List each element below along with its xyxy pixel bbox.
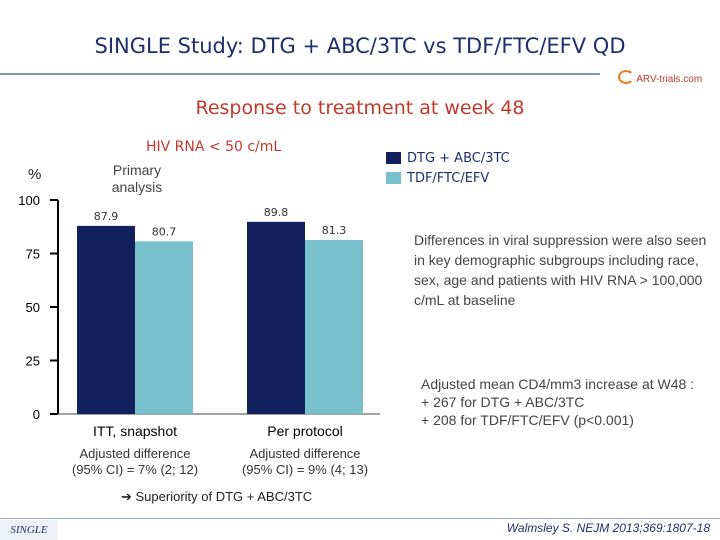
bar-value-label: 81.3: [322, 224, 347, 237]
y-tick-label: 0: [33, 407, 40, 422]
primary-analysis-label: Primary analysis: [111, 162, 163, 195]
slide-title: SINGLE Study: DTG + ABC/3TC vs TDF/FTC/E…: [94, 34, 626, 58]
study-tag: SINGLE: [0, 520, 58, 540]
category-label-itt: ITT, snapshot: [92, 423, 178, 439]
title-divider: [0, 73, 600, 75]
adjusted-difference-line: (95% CI) = 7% (2; 12): [71, 462, 199, 477]
superiority-conclusion: ➔ Superiority of DTG + ABC/3TC: [121, 489, 312, 505]
legend-label-dtg: DTG + ABC/3TC: [407, 150, 510, 166]
logo-text: ARV-trials.com: [636, 74, 703, 85]
adjusted-difference-per-protocol: Adjusted difference (95% CI) = 9% (4; 13): [225, 446, 385, 478]
legend-item-dtg: DTG + ABC/3TC: [386, 148, 510, 168]
y-tick-label: 50: [26, 300, 40, 315]
legend-swatch-dtg: [386, 152, 401, 164]
slide-subtitle: Response to treatment at week 48: [195, 97, 525, 119]
citation: Walmsley S. NEJM 2013;369:1807-18: [506, 521, 710, 535]
logo-swirl-icon: [618, 70, 634, 84]
footer-divider: [0, 518, 720, 519]
adjusted-difference-line: Adjusted difference: [79, 446, 191, 461]
adjusted-difference-line: Adjusted difference: [249, 446, 361, 461]
cd4-note-line2: + 267 for DTG + ABC/3TC: [421, 394, 585, 410]
bar-value-label: 89.8: [264, 206, 289, 219]
bar-dtg-0: [77, 225, 135, 414]
cd4-note-line3: + 208 for TDF/FTC/EFV (p<0.001): [421, 412, 634, 428]
superiority-text: Superiority of DTG + ABC/3TC: [135, 489, 313, 504]
chart-title: HIV RNA < 50 c/mL: [146, 139, 282, 155]
legend-label-tdf: TDF/FTC/EFV: [407, 170, 490, 186]
y-tick-label: 100: [18, 193, 40, 208]
bar-dtg-1: [247, 221, 305, 414]
arrow-right-icon: ➔: [121, 489, 136, 504]
adjusted-difference-line: (95% CI) = 9% (4; 13): [241, 462, 369, 477]
y-axis-label: %: [28, 166, 42, 183]
bar-value-label: 80.7: [152, 225, 177, 238]
y-tick-label: 25: [26, 354, 40, 369]
adjusted-difference-itt: Adjusted difference (95% CI) = 7% (2; 12): [55, 446, 215, 478]
subgroup-note: Differences in viral suppression were al…: [414, 232, 707, 308]
legend-swatch-tdf: [386, 172, 401, 184]
chart-legend: DTG + ABC/3TC TDF/FTC/EFV: [386, 148, 510, 188]
legend-item-tdf: TDF/FTC/EFV: [386, 168, 510, 188]
y-tick-label: 75: [26, 247, 40, 262]
bar-value-label: 87.9: [94, 210, 119, 223]
category-label-per-protocol: Per protocol: [267, 423, 343, 439]
cd4-note: Adjusted mean CD4/mm3 increase at W48 : …: [421, 375, 713, 429]
bar-tdf-1: [305, 240, 363, 414]
cd4-note-line1: Adjusted mean CD4/mm3 increase at W48 :: [421, 376, 695, 392]
bar-tdf-0: [135, 241, 193, 414]
arv-trials-logo: ARV-trials.com: [618, 70, 718, 86]
